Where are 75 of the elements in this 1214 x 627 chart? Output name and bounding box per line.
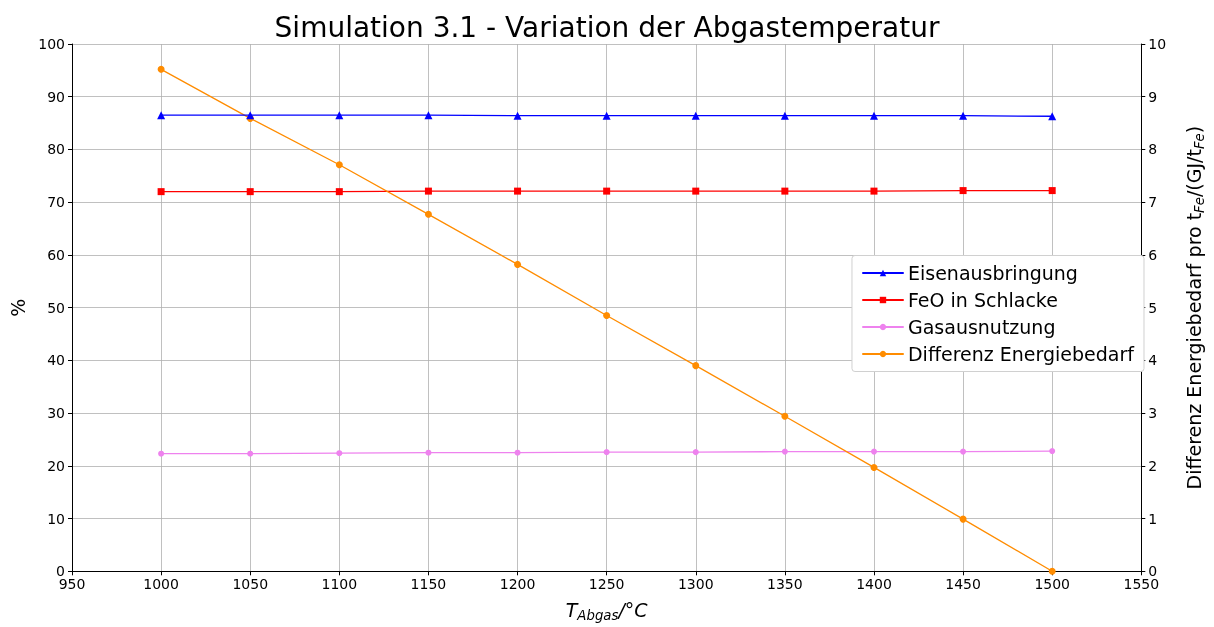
chart-title: Simulation 3.1 - Variation der Abgastemperatur	[274, 10, 940, 44]
y2-tick-label: 4	[1148, 352, 1158, 369]
y2-tick-label: 3	[1148, 405, 1158, 422]
y2-tick-label: 1	[1148, 510, 1158, 527]
point	[692, 187, 700, 195]
x-tick-label: 1450	[945, 576, 981, 593]
x-tick-label: 1250	[588, 576, 625, 593]
y-tick-label: 10	[47, 510, 65, 527]
point	[424, 210, 432, 218]
y-tick-label: 70	[47, 194, 65, 211]
x-tick-label: 1100	[321, 576, 358, 593]
point	[870, 463, 878, 471]
point	[603, 187, 611, 195]
point	[157, 65, 165, 73]
point	[781, 412, 789, 420]
point	[781, 448, 788, 455]
y-axis-title: %	[6, 298, 29, 317]
x-tick-label: 1200	[499, 576, 536, 593]
y-tick-label: 80	[47, 141, 65, 158]
point	[246, 188, 254, 196]
y2-tick-label: 8	[1148, 141, 1158, 158]
point	[335, 161, 343, 169]
point	[336, 450, 343, 457]
point	[870, 187, 878, 195]
y2-tick-label: 9	[1148, 88, 1158, 105]
point	[424, 187, 432, 195]
point	[1049, 448, 1056, 455]
y-tick-label: 40	[47, 352, 65, 369]
x-tick-label: 1300	[677, 576, 714, 593]
legend-label: Gasausnutzung	[907, 316, 1056, 338]
point	[157, 188, 165, 196]
y2-tick-label: 5	[1148, 299, 1158, 316]
point	[1048, 567, 1056, 575]
point	[1048, 187, 1056, 195]
point	[869, 111, 878, 120]
point	[870, 448, 877, 455]
y-tick-label: 20	[47, 457, 65, 474]
point	[781, 187, 789, 195]
point	[780, 111, 789, 120]
y-tick-label: 30	[47, 405, 65, 422]
point	[157, 111, 166, 120]
x-tick-label: 1150	[410, 576, 447, 593]
point	[513, 111, 522, 120]
legend-label: FeO in Schlacke	[907, 289, 1058, 311]
point	[158, 450, 165, 457]
y-tick-label: 60	[47, 246, 65, 263]
point	[959, 111, 968, 120]
y-tick-label: 90	[47, 88, 65, 105]
point	[691, 111, 700, 120]
x-tick-label: 1400	[856, 576, 892, 593]
point	[514, 260, 522, 268]
point	[424, 111, 433, 120]
legend-label: Eisenausbringung	[907, 262, 1078, 284]
point	[514, 187, 522, 195]
x-tick-label: 1050	[232, 576, 269, 593]
y2-tick-label: 10	[1148, 36, 1167, 52]
y2-tick-label: 2	[1148, 457, 1158, 474]
point	[692, 362, 700, 370]
point	[692, 449, 699, 456]
point	[960, 448, 967, 455]
x-tick-label: 1350	[767, 576, 803, 593]
point	[603, 449, 610, 456]
point	[425, 449, 432, 456]
point	[602, 111, 611, 120]
y2-tick-label: 6	[1148, 246, 1158, 263]
point	[959, 187, 967, 195]
x-tick-label: 1500	[1034, 576, 1071, 593]
y-tick-label: 100	[38, 36, 65, 52]
point	[247, 450, 254, 457]
point	[335, 188, 343, 196]
legend-label: Differenz Energiebedarf	[907, 343, 1136, 365]
y-tick-label: 50	[47, 299, 65, 316]
x-tick-label: 1000	[143, 576, 179, 593]
y2-tick-label: 7	[1148, 194, 1158, 211]
point	[603, 312, 611, 320]
